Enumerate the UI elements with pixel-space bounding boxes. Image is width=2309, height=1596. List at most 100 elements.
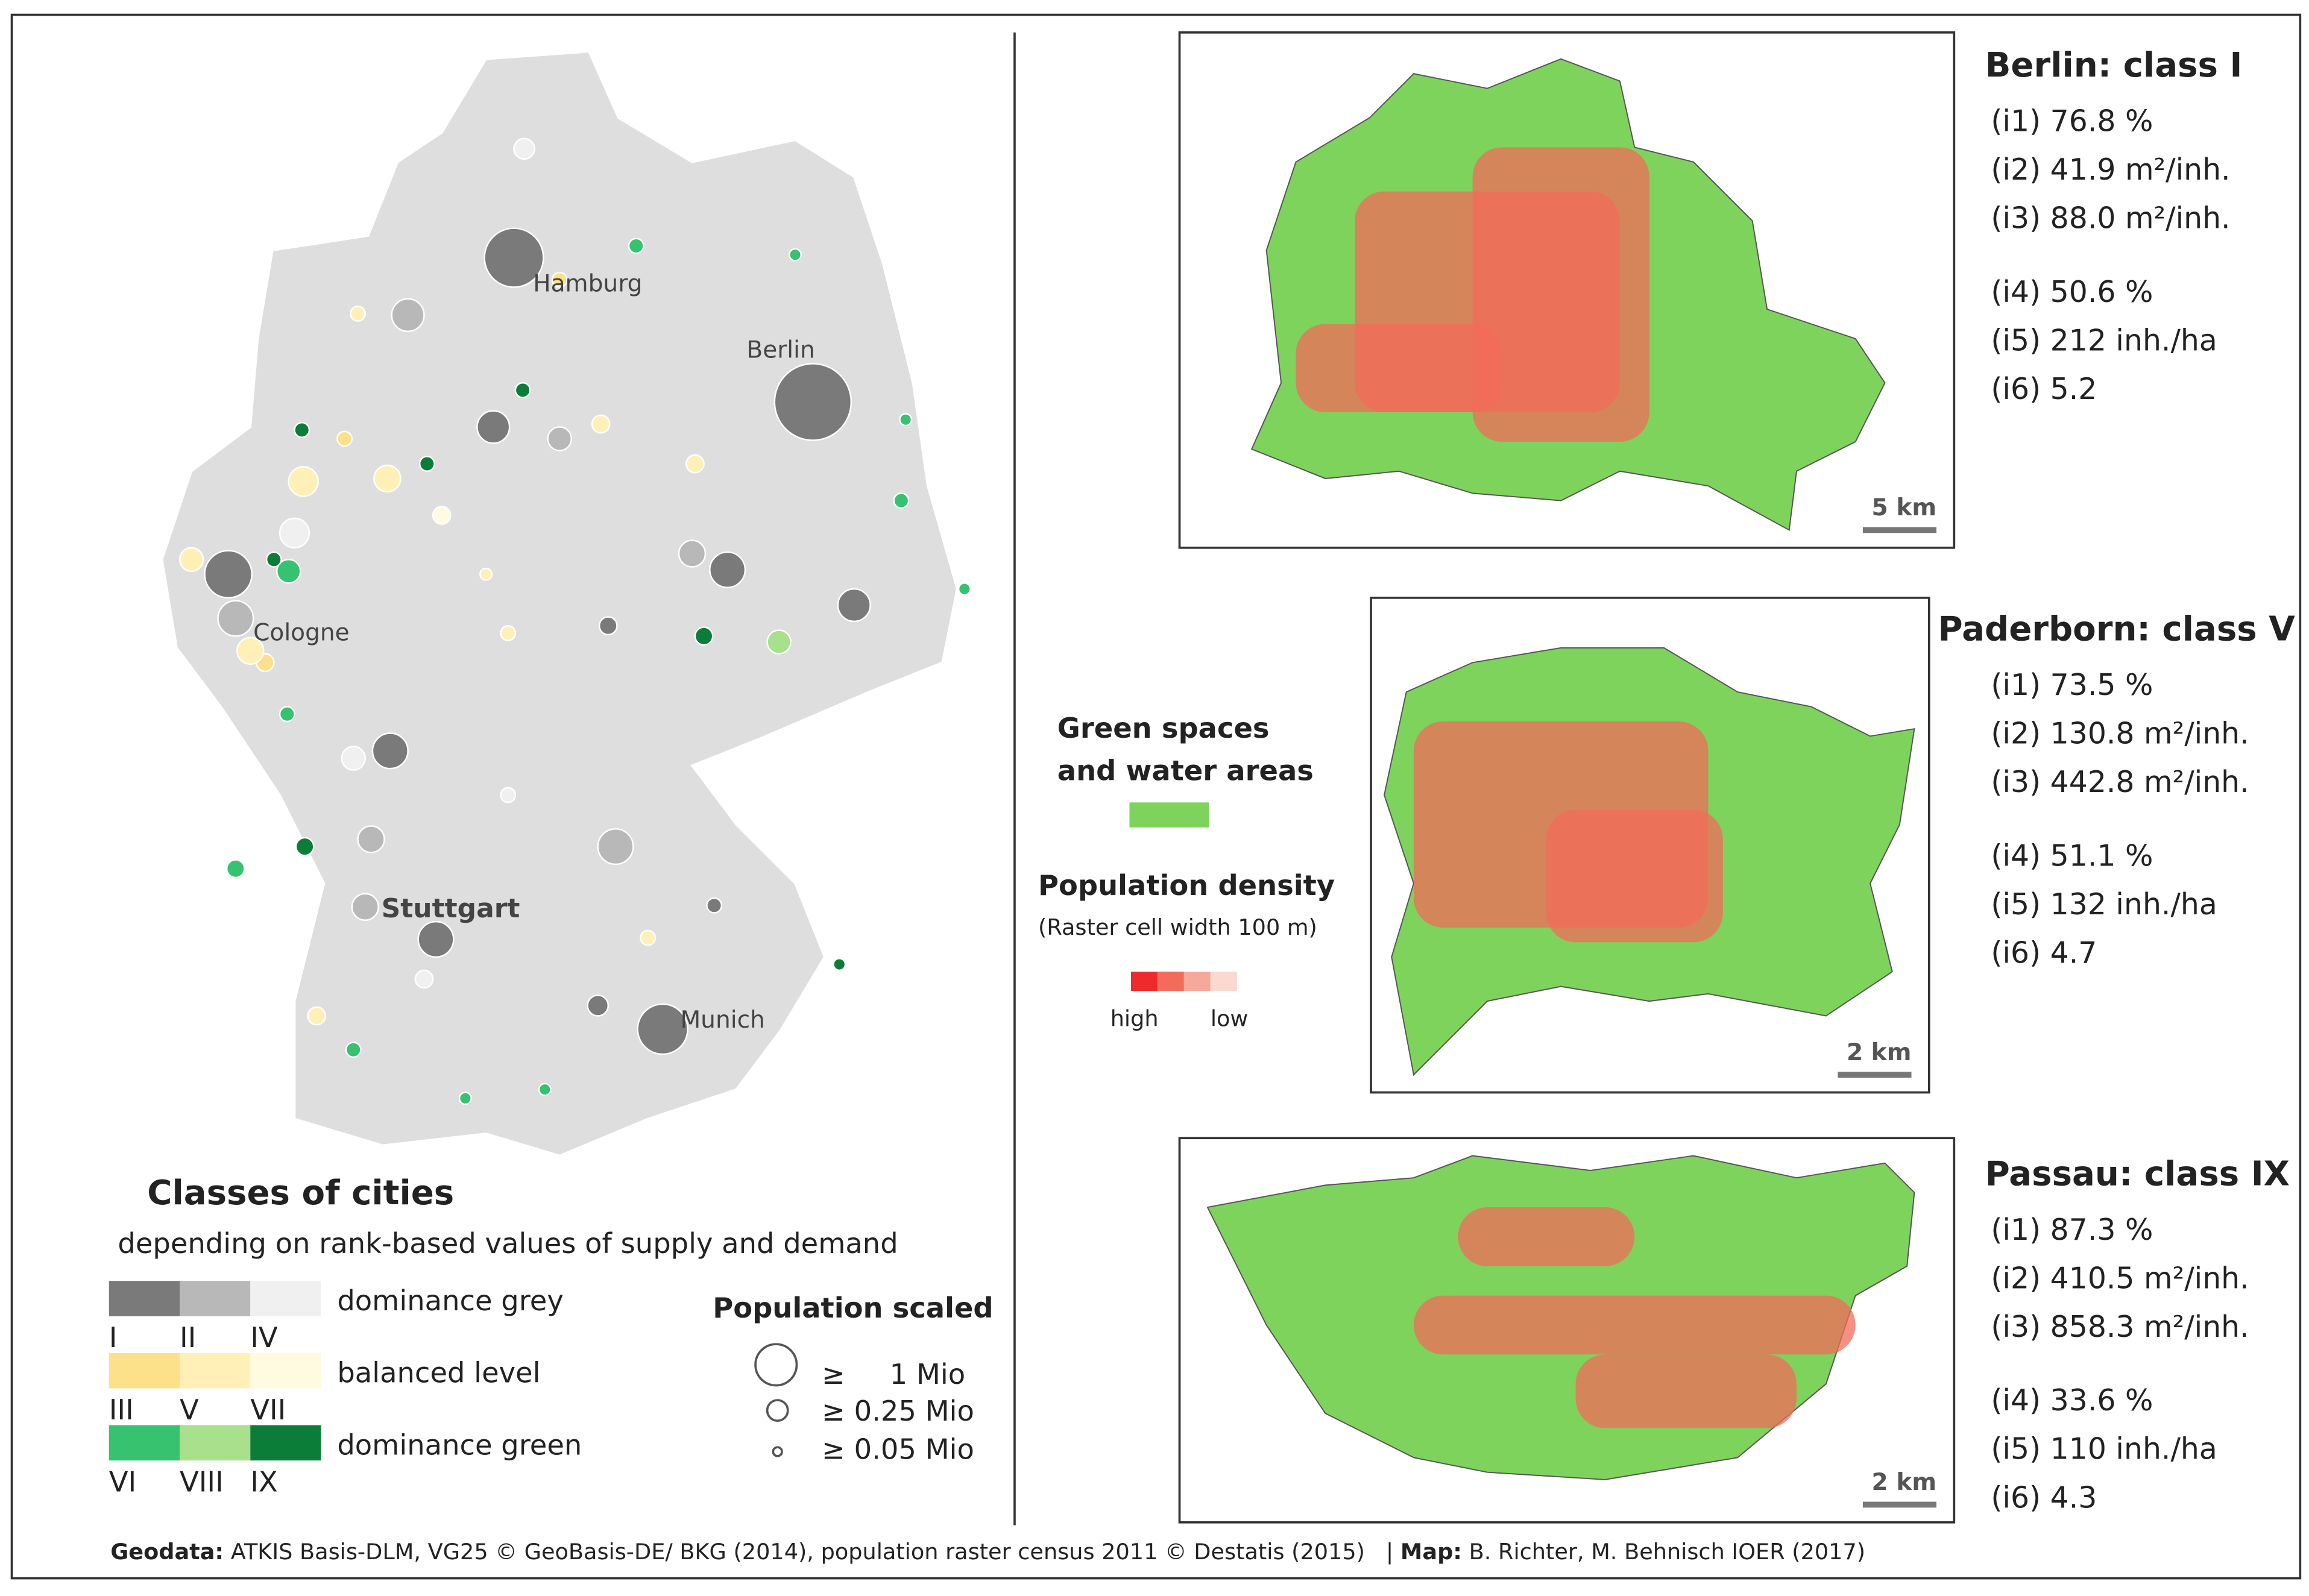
city-circle xyxy=(350,305,366,322)
panel-title: Berlin: class I xyxy=(1985,46,2243,85)
class-swatch xyxy=(109,1281,180,1316)
city-circle xyxy=(432,506,452,525)
indicator: (i2) 130.8 m²/inh. xyxy=(1991,717,2249,751)
scale-bar xyxy=(1838,1072,1912,1078)
class-row-label: dominance grey xyxy=(337,1284,563,1317)
scale-bar xyxy=(1862,1501,1937,1508)
legend-title: Classes of cities xyxy=(147,1173,454,1213)
class-swatch xyxy=(109,1353,180,1389)
footer-label: Map: xyxy=(1400,1539,1462,1565)
city-circle xyxy=(678,539,707,568)
indicator: (i5) 212 inh./ha xyxy=(1991,323,2217,357)
footer-text: ATKIS Basis-DLM, VG25 © GeoBasis-DE/ BKG… xyxy=(231,1539,1394,1565)
class-label: VII xyxy=(250,1393,286,1426)
city-circle xyxy=(418,456,435,472)
class-label: IV xyxy=(250,1321,278,1354)
indicator: (i2) 41.9 m²/inh. xyxy=(1991,152,2230,187)
class-swatch xyxy=(179,1425,251,1461)
city-label: Stuttgart xyxy=(382,893,520,924)
footer-label: Geodata: xyxy=(110,1539,224,1565)
city-circle xyxy=(706,897,723,914)
city-circle xyxy=(789,248,802,262)
green-swatch xyxy=(1129,802,1209,828)
indicator: (i4) 50.6 % xyxy=(1991,275,2153,309)
city-circle xyxy=(178,547,204,573)
city-circle xyxy=(357,825,385,853)
population-title: Population scaled xyxy=(713,1292,993,1324)
city-circle xyxy=(637,1003,688,1055)
city-circle xyxy=(628,237,644,254)
density-swatch xyxy=(1157,972,1184,991)
city-circle xyxy=(833,958,846,972)
city-circle xyxy=(341,746,366,771)
city-label: Cologne xyxy=(253,620,350,647)
city-circle xyxy=(500,787,517,803)
density-patch xyxy=(1296,324,1502,413)
city-circle xyxy=(345,1041,362,1058)
city-label: Berlin xyxy=(746,337,814,364)
indicator: (i6) 4.7 xyxy=(1991,936,2097,970)
city-circle xyxy=(476,410,511,444)
indicator: (i1) 87.3 % xyxy=(1991,1213,2153,1247)
class-label: V xyxy=(180,1393,199,1426)
panel-title: Paderborn: class V xyxy=(1938,610,2295,649)
city-circle xyxy=(893,492,910,509)
size-label: ≥ 0.05 Mio xyxy=(822,1433,974,1466)
city-circle xyxy=(957,582,971,596)
city-circle xyxy=(773,363,852,441)
density-patch xyxy=(1413,1295,1856,1355)
class-label: VI xyxy=(109,1465,136,1498)
class-swatch xyxy=(250,1281,321,1316)
density-title: Population density xyxy=(1038,869,1335,902)
city-circle xyxy=(295,837,315,856)
class-label: IX xyxy=(250,1465,277,1498)
city-label: Munich xyxy=(680,1007,764,1034)
city-circle xyxy=(640,929,657,946)
city-circle xyxy=(597,828,634,866)
city-circle xyxy=(551,271,568,288)
city-circle xyxy=(547,426,572,451)
size-symbol xyxy=(766,1399,789,1422)
class-swatch xyxy=(250,1425,321,1461)
city-circle xyxy=(391,298,425,332)
indicator: (i6) 5.2 xyxy=(1991,372,2097,406)
city-circle xyxy=(279,706,295,723)
city-circle xyxy=(236,636,265,665)
indicator: (i3) 858.3 m²/inh. xyxy=(1991,1310,2249,1344)
scale-bar xyxy=(1862,527,1937,533)
city-circle xyxy=(766,629,792,655)
city-circle xyxy=(204,550,253,599)
city-circle xyxy=(837,588,871,623)
indicator: (i1) 76.8 % xyxy=(1991,104,2153,139)
class-label: II xyxy=(180,1321,196,1354)
city-circles xyxy=(178,137,971,1105)
density-swatch xyxy=(1183,972,1211,991)
density-note: (Raster cell width 100 m) xyxy=(1038,914,1317,940)
city-circle xyxy=(709,551,746,588)
germany-outline xyxy=(160,50,959,1157)
size-symbol xyxy=(772,1446,783,1457)
indicator: (i4) 51.1 % xyxy=(1991,838,2153,873)
class-swatch xyxy=(179,1353,251,1389)
scale-label: 2 km xyxy=(1847,1039,1912,1066)
scale-label: 2 km xyxy=(1872,1469,1937,1496)
city-circle xyxy=(307,1006,327,1026)
class-swatch xyxy=(109,1425,180,1461)
indicator: (i3) 88.0 m²/inh. xyxy=(1991,201,2230,236)
city-circle xyxy=(598,616,618,636)
indicator: (i6) 4.3 xyxy=(1991,1480,2097,1515)
scale-label: 5 km xyxy=(1872,494,1937,521)
indicator: (i5) 132 inh./ha xyxy=(1991,887,2217,922)
city-circle xyxy=(484,227,544,288)
density-patch xyxy=(1458,1207,1635,1266)
size-label: ≥ 1 Mio xyxy=(822,1358,965,1390)
density-patch xyxy=(1575,1354,1797,1428)
density-patch xyxy=(1472,147,1649,442)
city-panels: Berlin: class I (i1) 76.8 % (i2) 41.9 m²/i… xyxy=(1178,31,2295,1524)
legend-subtitle: depending on rank-based values of supply… xyxy=(118,1227,898,1260)
city-circle xyxy=(587,994,610,1017)
class-label: III xyxy=(109,1393,134,1426)
city-circle xyxy=(694,626,714,646)
